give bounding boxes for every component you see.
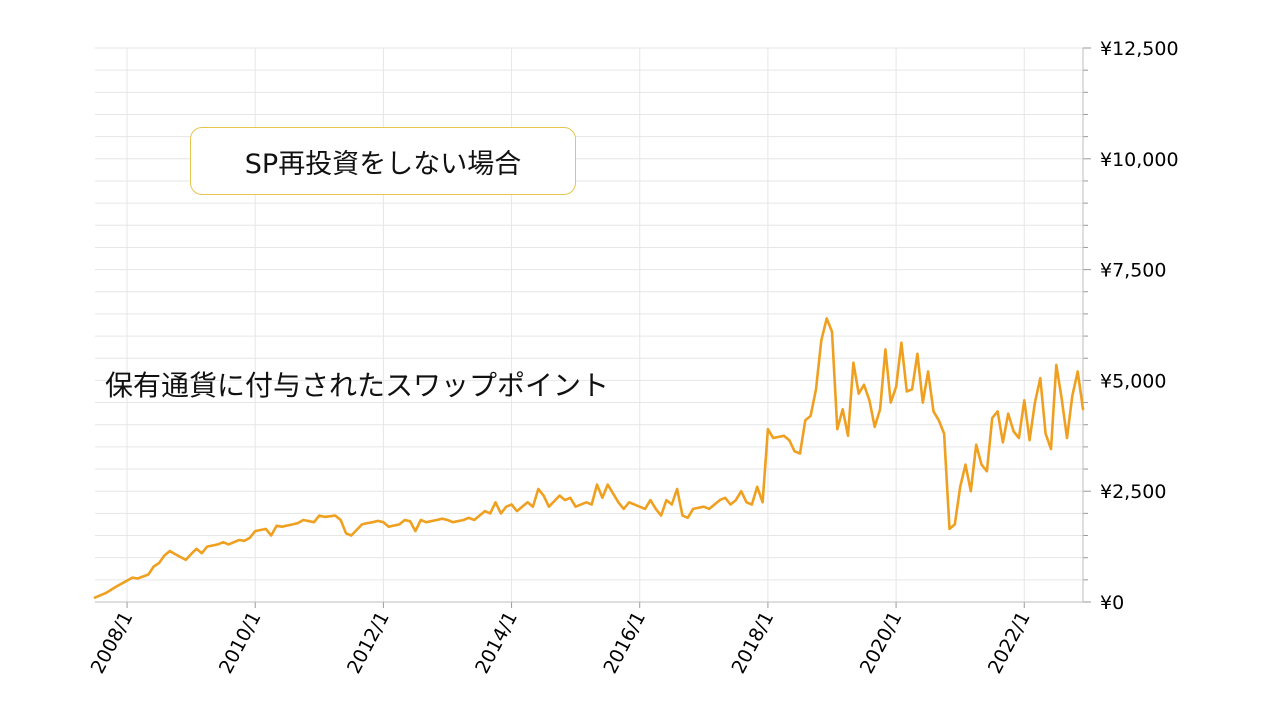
y-tick-label: ¥5,000 — [1100, 370, 1166, 392]
x-tick-label: 2020/1 — [856, 608, 907, 677]
x-tick-label: 2012/1 — [343, 608, 394, 677]
annotation-box-text: SP再投資をしない場合 — [244, 148, 522, 180]
y-tick-label: ¥0 — [1100, 592, 1124, 614]
x-tick-label: 2010/1 — [215, 608, 266, 677]
axes — [95, 47, 1091, 608]
annotation-box: SP再投資をしない場合 — [190, 127, 576, 195]
series-group — [93, 317, 1085, 599]
x-tick-label: 2018/1 — [728, 608, 779, 677]
y-tick-label: ¥12,500 — [1100, 38, 1179, 60]
y-tick-label: ¥10,000 — [1100, 149, 1179, 171]
series-line — [93, 317, 1085, 599]
x-tick-label: 2008/1 — [87, 608, 138, 677]
y-tick-label: ¥7,500 — [1100, 260, 1166, 282]
y-tick-label: ¥2,500 — [1100, 481, 1166, 503]
x-tick-labels: 2008/1 2010/1 2012/1 2014/1 2016/1 2018/1 2020… — [87, 608, 1035, 677]
x-tick-label: 2022/1 — [984, 608, 1035, 677]
x-tick-label: 2016/1 — [599, 608, 650, 677]
y-tick-labels: ¥0 ¥2,500 ¥5,000 ¥7,500 ¥10,000 ¥12,500 — [1100, 38, 1179, 614]
x-tick-label: 2014/1 — [471, 608, 522, 677]
annotation-label: 保有通貨に付与されたスワップポイント — [105, 369, 610, 402]
grid-lines — [95, 47, 1083, 603]
